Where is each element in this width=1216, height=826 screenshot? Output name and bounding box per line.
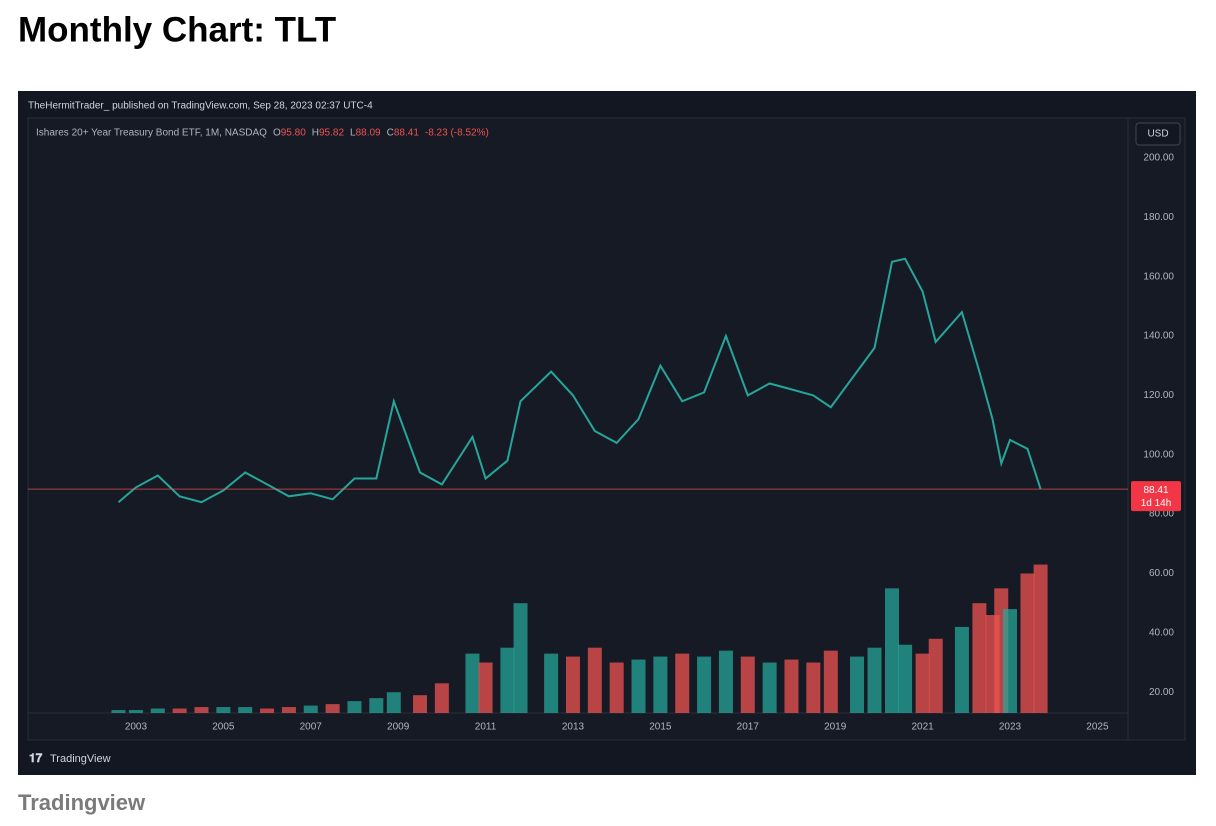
volume-bar [928,638,943,713]
volume-bar [194,707,209,713]
volume-bar [1033,564,1048,713]
volume-bar [972,603,987,713]
volume-bar [281,707,296,713]
volume-bar [500,647,515,713]
price-tag-label: 88.41 [1143,485,1168,496]
volume-bar [954,626,969,713]
x-tick-label: 2003 [125,722,148,733]
y-tick-label: 160.00 [1143,271,1174,282]
x-tick-label: 2019 [824,722,847,733]
x-tick-label: 2013 [562,722,585,733]
x-tick-label: 2015 [649,722,672,733]
price-tag-countdown: 1d 14h [1141,498,1172,509]
x-tick-label: 2021 [911,722,934,733]
volume-bar [172,708,187,713]
volume-bar [867,647,882,713]
volume-bar [1003,609,1018,713]
volume-bar [565,656,580,713]
volume-bar [465,653,480,713]
volume-bar [1020,573,1035,713]
ohlc-key: C [387,128,394,139]
volume-bar [111,710,126,713]
x-tick-label: 2007 [300,722,323,733]
volume-bar [216,707,231,713]
page-title: Monthly Chart: TLT [18,10,336,49]
volume-bar [513,603,528,713]
y-tick-label: 180.00 [1143,212,1174,223]
currency-button[interactable] [1135,122,1181,146]
volume-bar [675,653,690,713]
volume-bar [898,644,913,713]
ohlc-value: 88.09 [356,128,381,139]
ohlc-value: 95.82 [319,128,344,139]
logo-mark: 𝟏𝟕 [29,751,43,765]
volume-bar [150,708,165,713]
volume-bar [544,653,559,713]
logo-text: TradingView [50,753,111,765]
price-line [117,257,1042,504]
volume-bar [478,662,493,713]
volume-bar [434,683,449,713]
volume-bar [823,650,838,713]
volume-bar [386,692,401,713]
volume-bar [762,662,777,713]
volume-bar [653,656,668,713]
volume-bar [325,704,340,713]
y-tick-label: 40.00 [1149,627,1174,638]
y-tick-label: 100.00 [1143,449,1174,460]
x-tick-label: 2025 [1086,722,1109,733]
ohlc-value: 95.80 [281,128,306,139]
price-tag [1131,481,1181,512]
x-tick-label: 2005 [212,722,235,733]
volume-bar [784,659,799,713]
change: -8.23 (-8.52%) [425,128,489,139]
y-tick-label: 140.00 [1143,331,1174,342]
volume-bar [128,710,143,713]
volume-bar [347,701,362,713]
volume-bar [609,662,624,713]
volume-bar [369,698,384,713]
y-tick-label: 60.00 [1149,568,1174,579]
x-tick-label: 2023 [999,722,1022,733]
volume-bar [915,653,930,713]
volume-bar [303,705,318,713]
caption: Tradingview [18,790,146,815]
ohlc-key: L [350,128,356,139]
ohlc-key: H [312,128,319,139]
y-tick-label: 80.00 [1149,509,1174,520]
symbol-line: Ishares 20+ Year Treasury Bond ETF, 1M, … [36,128,267,139]
volume-bar [718,650,733,713]
ohlc-key: O [273,128,281,139]
volume-bar [697,656,712,713]
currency-label: USD [1147,129,1168,140]
volume-bar [260,708,275,713]
y-tick-label: 20.00 [1149,687,1174,698]
volume-bar [885,588,900,713]
volume-bar [238,707,253,713]
volume-bar [806,662,821,713]
volume-bar [850,656,865,713]
volume-bar [587,647,602,713]
publisher-line: TheHermitTrader_ published on TradingVie… [28,101,373,112]
ohlc-value: 88.41 [394,128,419,139]
x-tick-label: 2009 [387,722,410,733]
volume-bar [413,695,428,713]
volume-bar [631,659,646,713]
x-tick-label: 2017 [737,722,760,733]
y-tick-label: 200.00 [1143,153,1174,164]
x-tick-label: 2011 [475,722,497,733]
volume-bar [740,656,755,713]
y-tick-label: 120.00 [1143,390,1174,401]
